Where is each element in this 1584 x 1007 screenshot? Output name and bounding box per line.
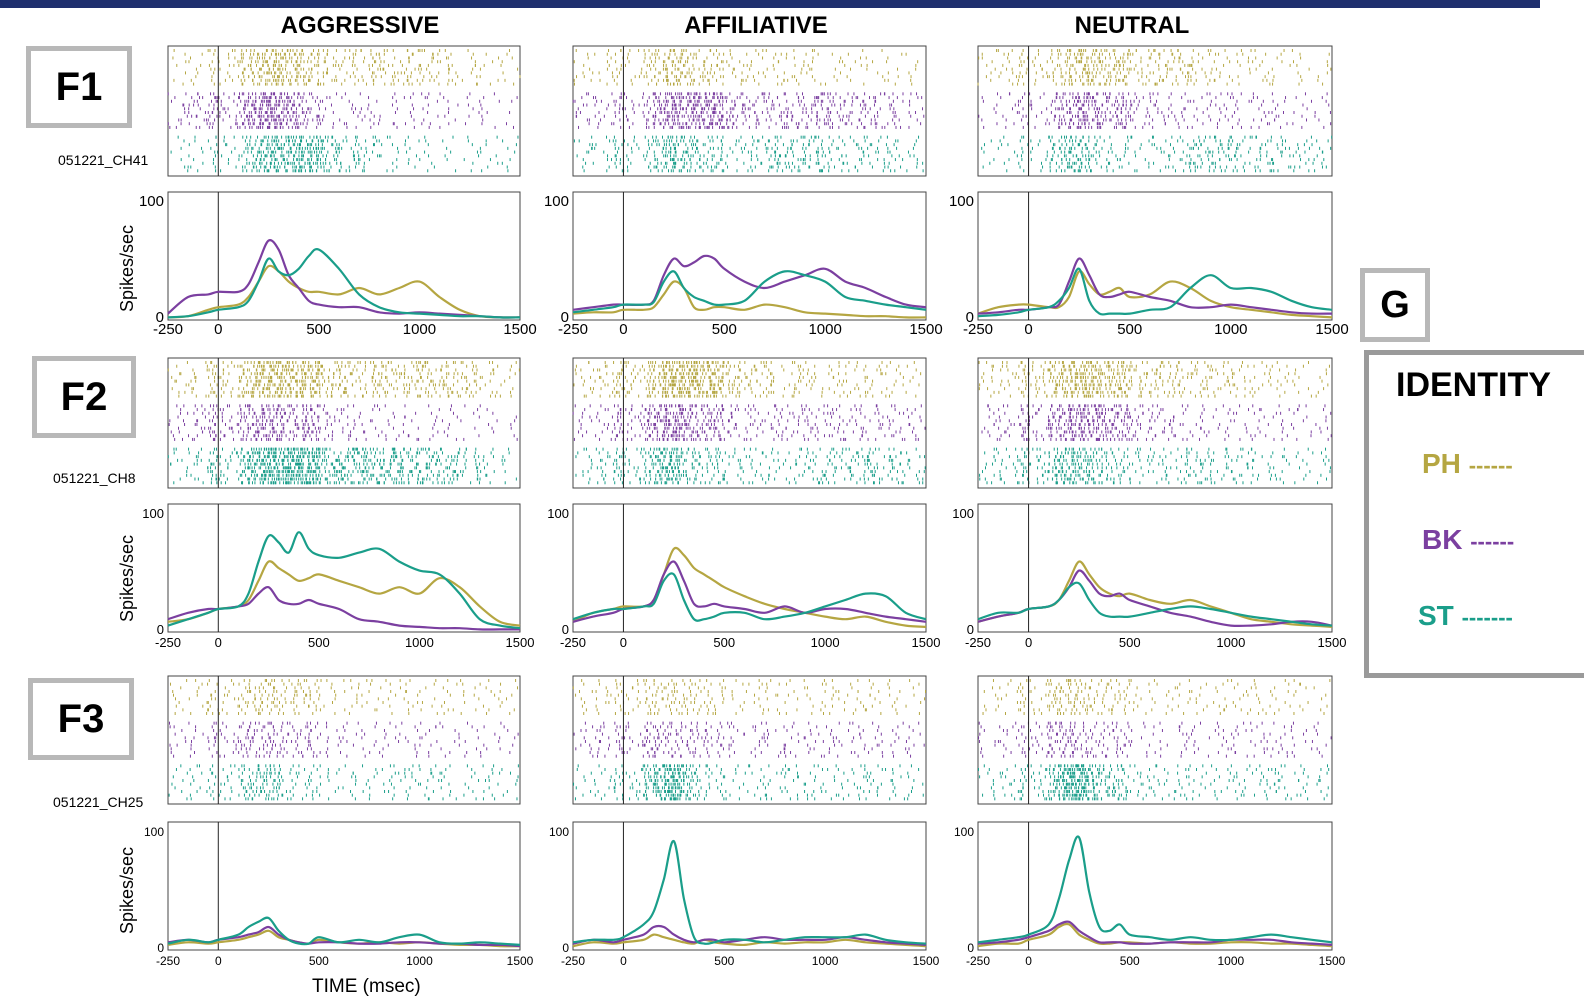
psth-frame-f1-neutral	[977, 191, 1333, 321]
raster-frame-f1-neutral	[977, 45, 1333, 177]
panel-label-f1: F1	[26, 46, 132, 128]
column-header-affiliative: AFFILIATIVE	[576, 12, 936, 40]
x-tick-label: 0	[214, 321, 222, 338]
x-tick-label: 500	[1117, 321, 1142, 338]
channel-label-f3: 051221_CH25	[53, 794, 143, 810]
x-tick-label: 1500	[909, 321, 942, 338]
series-line-bk-f1-aggressive	[167, 239, 521, 319]
psth-frame-f1-aggressive	[167, 191, 521, 321]
y-tick-label: 100	[139, 193, 164, 210]
x-tick-label: -250	[153, 321, 183, 338]
y-tick-label: 0	[156, 309, 164, 326]
column-header-neutral: NEUTRAL	[952, 12, 1312, 40]
y-tick-label: 0	[966, 309, 974, 326]
panel-label-f2: F2	[32, 356, 136, 438]
series-line-st-f1-affiliative	[572, 270, 927, 314]
x-tick-label: 1500	[503, 321, 536, 338]
series-line-ph-f1-neutral	[977, 270, 1333, 319]
x-tick-label: 500	[306, 321, 331, 338]
x-axis-title: TIME (msec)	[312, 976, 421, 998]
panel-label-f3: F3	[28, 678, 134, 760]
x-tick-label: -250	[558, 321, 588, 338]
top-banner	[0, 0, 1540, 8]
psth-frame-f1-affiliative	[572, 191, 927, 321]
series-line-st-f1-aggressive	[167, 248, 521, 319]
raster-frame-f1-aggressive	[167, 45, 521, 177]
x-tick-label: 1500	[1315, 321, 1348, 338]
series-line-st-f1-neutral	[977, 267, 1333, 318]
x-tick-label: 1000	[1214, 321, 1247, 338]
x-tick-label: 1000	[808, 321, 841, 338]
column-header-aggressive: AGGRESSIVE	[180, 12, 540, 40]
y-tick-label: 100	[949, 193, 974, 210]
x-tick-label: 0	[619, 321, 627, 338]
series-line-ph-f1-aggressive	[167, 264, 521, 319]
channel-label-f2: 051221_CH8	[53, 470, 136, 486]
x-tick-label: 0	[1024, 321, 1032, 338]
y-tick-label: 0	[561, 309, 569, 326]
x-tick-label: -250	[963, 321, 993, 338]
x-tick-label: 1000	[403, 321, 436, 338]
y-tick-label: 100	[544, 193, 569, 210]
x-tick-label: 500	[712, 321, 737, 338]
series-line-ph-f1-affiliative	[572, 280, 927, 319]
channel-label-f1: 051221_CH41	[58, 152, 148, 168]
